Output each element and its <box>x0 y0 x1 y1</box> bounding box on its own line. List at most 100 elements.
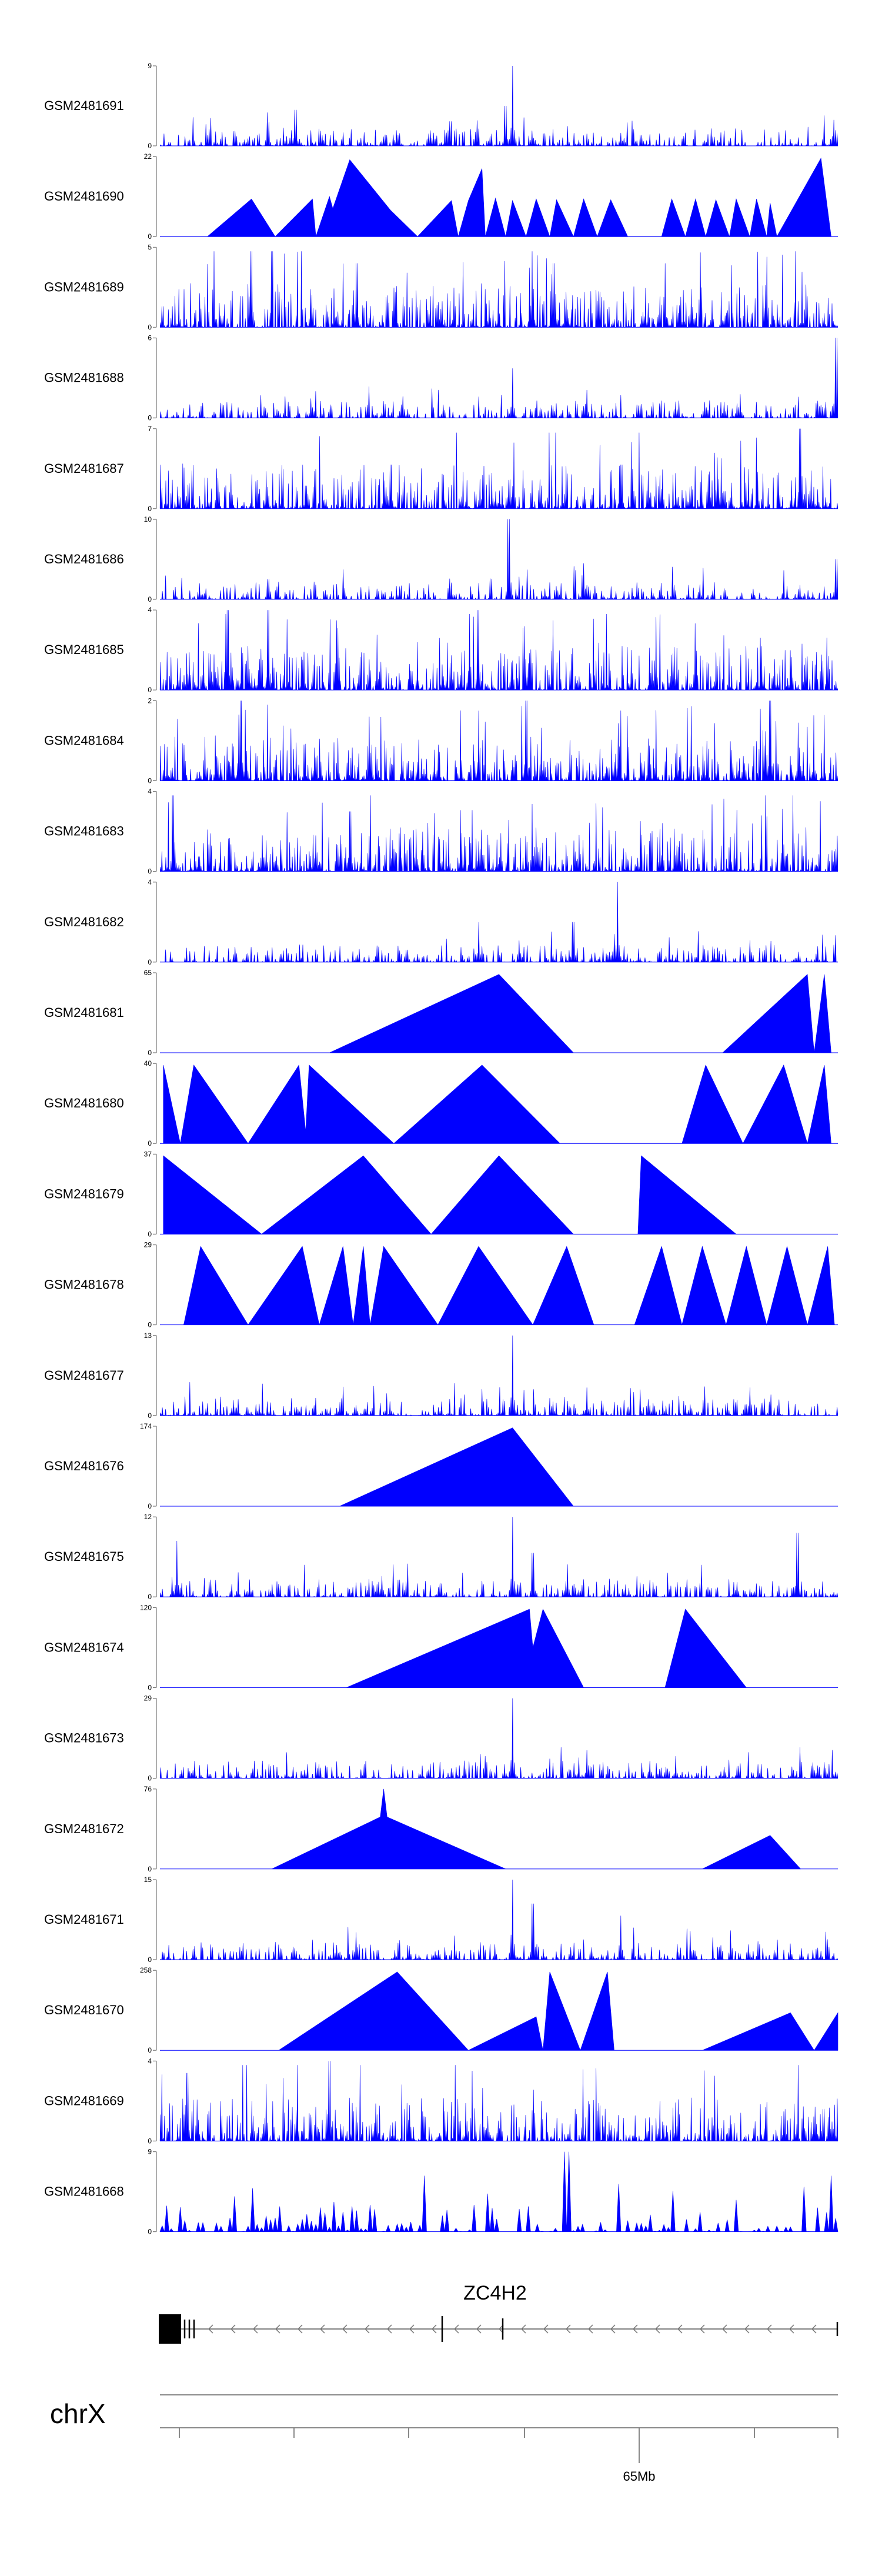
y-axis-min-label: 0 <box>148 1865 152 1873</box>
track-label: GSM2481670 <box>44 2003 124 2017</box>
track-GSM2481686: GSM2481686 10 0 <box>44 515 838 603</box>
chevron-left-icon <box>364 2324 370 2334</box>
track-GSM2481689: GSM2481689 5 0 <box>44 243 838 331</box>
genome-axis-ticks: 65Mb <box>179 2428 838 2484</box>
chevron-left-icon <box>811 2324 817 2334</box>
track-label: GSM2481673 <box>44 1731 124 1746</box>
y-axis-max-label: 29 <box>144 1241 152 1249</box>
track-label: GSM2481686 <box>44 552 124 566</box>
y-axis-max-label: 4 <box>148 878 152 886</box>
chevron-left-icon <box>744 2324 750 2334</box>
coverage-area <box>163 1065 831 1144</box>
y-axis-min-label: 0 <box>148 1593 152 1601</box>
chevron-left-icon <box>476 2324 482 2334</box>
chevron-left-icon <box>453 2324 459 2334</box>
coverage-area <box>159 251 838 328</box>
track-label: GSM2481678 <box>44 1277 124 1292</box>
coverage-area <box>159 65 838 146</box>
y-axis-max-label: 76 <box>144 1785 152 1793</box>
y-axis-max-label: 12 <box>144 1513 152 1521</box>
chevron-left-icon <box>766 2324 772 2334</box>
y-axis-max-label: 10 <box>144 515 152 523</box>
y-axis-min-label: 0 <box>148 958 152 966</box>
gene-model-track: ZC4H2 <box>159 2282 838 2344</box>
y-axis-min-label: 0 <box>148 1956 152 1964</box>
track-label: GSM2481685 <box>44 642 124 657</box>
chevron-left-icon <box>386 2324 392 2334</box>
coverage-area <box>339 1427 736 1507</box>
genome-axis-tick-label: 65Mb <box>623 2469 655 2484</box>
coverage-area <box>163 1155 737 1234</box>
track-GSM2481679: GSM2481679 37 0 <box>44 1150 838 1238</box>
coverage-area <box>160 882 838 963</box>
y-axis-max-label: 9 <box>148 2148 152 2156</box>
chevron-left-icon <box>230 2324 236 2334</box>
chevron-left-icon <box>610 2324 616 2334</box>
track-label: GSM2481674 <box>44 1640 124 1654</box>
gene-strand-chevrons <box>208 2324 817 2334</box>
coverage-area <box>159 428 838 509</box>
track-label: GSM2481676 <box>44 1459 124 1473</box>
track-GSM2481687: GSM2481687 7 0 <box>44 425 838 513</box>
coverage-area <box>346 1609 747 1688</box>
chevron-left-icon <box>297 2324 303 2334</box>
coverage-area <box>159 795 838 872</box>
track-GSM2481678: GSM2481678 29 0 <box>44 1241 838 1329</box>
y-axis-min-label: 0 <box>148 2046 152 2054</box>
y-axis-min-label: 0 <box>148 1502 152 1510</box>
y-axis-max-label: 4 <box>148 606 152 614</box>
y-axis-min-label: 0 <box>148 776 152 785</box>
coverage-area <box>206 157 831 238</box>
track-label: GSM2481683 <box>44 824 124 839</box>
chevron-left-icon <box>587 2324 593 2334</box>
gene-exon-block <box>159 2314 181 2344</box>
y-axis-max-label: 4 <box>148 788 152 796</box>
track-GSM2481671: GSM2481671 15 0 <box>44 1876 838 1964</box>
y-axis-min-label: 0 <box>148 142 152 150</box>
chevron-left-icon <box>409 2324 415 2334</box>
y-axis-max-label: 13 <box>144 1332 152 1340</box>
track-GSM2481673: GSM2481673 29 0 <box>44 1694 838 1783</box>
y-axis-min-label: 0 <box>148 1139 152 1147</box>
chevron-left-icon <box>431 2324 437 2334</box>
coverage-area <box>272 1788 801 1870</box>
y-axis-max-label: 120 <box>140 1603 152 1611</box>
y-axis-min-label: 0 <box>148 2228 152 2236</box>
y-axis-min-label: 0 <box>148 1774 152 1783</box>
track-label: GSM2481672 <box>44 1821 124 1836</box>
track-label: GSM2481682 <box>44 915 124 929</box>
y-axis-max-label: 174 <box>140 1422 152 1430</box>
chevron-left-icon <box>319 2324 325 2334</box>
coverage-area <box>159 2151 838 2233</box>
coverage-area <box>159 1879 838 1960</box>
coverage-area <box>159 338 838 418</box>
track-label: GSM2481681 <box>44 1005 124 1020</box>
chevron-left-icon <box>789 2324 794 2334</box>
track-label: GSM2481675 <box>44 1549 124 1564</box>
y-axis-max-label: 15 <box>144 1876 152 1884</box>
y-axis-max-label: 6 <box>148 334 152 342</box>
chevron-left-icon <box>565 2324 571 2334</box>
y-axis-min-label: 0 <box>148 595 152 603</box>
gene-name-label: ZC4H2 <box>463 2282 527 2304</box>
chevron-left-icon <box>654 2324 660 2334</box>
chevron-left-icon <box>721 2324 727 2334</box>
track-GSM2481668: GSM2481668 9 0 <box>44 2148 838 2236</box>
track-GSM2481669: GSM2481669 4 0 <box>44 2057 838 2145</box>
track-GSM2481682: GSM2481682 4 0 <box>44 878 838 966</box>
track-GSM2481674: GSM2481674 120 0 <box>44 1603 838 1691</box>
track-GSM2481690: GSM2481690 22 0 <box>44 152 838 241</box>
chevron-left-icon <box>342 2324 348 2334</box>
coverage-area <box>183 1246 835 1326</box>
track-label: GSM2481691 <box>44 98 124 113</box>
y-axis-min-label: 0 <box>148 2137 152 2145</box>
y-axis-max-label: 9 <box>148 62 152 70</box>
chevron-left-icon <box>677 2324 683 2334</box>
y-axis-min-label: 0 <box>148 1049 152 1057</box>
track-label: GSM2481687 <box>44 461 124 476</box>
track-GSM2481672: GSM2481672 76 0 <box>44 1785 838 1873</box>
y-axis-max-label: 22 <box>144 152 152 161</box>
track-GSM2481681: GSM2481681 65 0 <box>44 969 838 1057</box>
y-axis-min-label: 0 <box>148 1683 152 1691</box>
